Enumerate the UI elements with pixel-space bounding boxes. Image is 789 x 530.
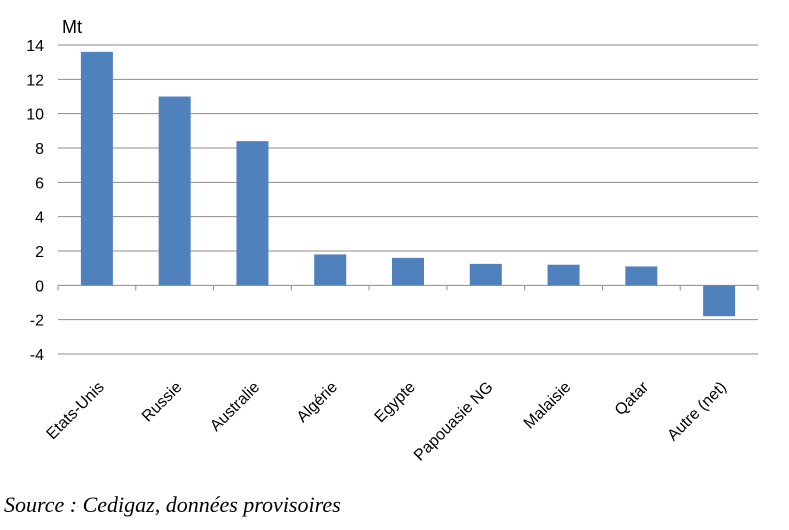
bar — [158, 96, 191, 286]
y-tick-label: 8 — [35, 141, 44, 158]
bar — [469, 263, 502, 286]
x-tick-label: Autre (net) — [664, 379, 729, 444]
y-tick-label: 0 — [35, 278, 44, 295]
x-tick-label: Russie — [139, 379, 186, 426]
y-tick-label: -4 — [30, 347, 44, 364]
y-tick-label: 6 — [35, 175, 44, 192]
x-axis-ticks: Etats-Unis Russie Australie Algérie EgyptePa… — [44, 285, 759, 465]
x-tick-label: Egypte — [372, 379, 419, 426]
x-tick-label: Etats-Unis — [44, 379, 108, 443]
bar — [547, 264, 580, 286]
y-tick-label: 14 — [26, 38, 44, 55]
y-tick-label: 10 — [26, 107, 44, 124]
y-tick-label: 2 — [35, 244, 44, 261]
bar — [80, 51, 113, 286]
y-tick-label: -2 — [30, 313, 44, 330]
bar — [392, 257, 424, 286]
bar — [625, 266, 658, 286]
bar-chart: -4 -2 0 2 4 6 8 10 12 14 Etats-Unis Russie Australi… — [26, 17, 759, 465]
y-axis-ticks: -4 -2 0 2 4 6 8 10 12 14 — [26, 38, 44, 364]
bar — [314, 254, 347, 286]
y-tick-label: 4 — [35, 210, 44, 227]
y-tick-label: 12 — [26, 72, 44, 89]
bars — [80, 51, 736, 317]
x-tick-label: Papouasie NG — [411, 379, 497, 465]
x-tick-label: Qatar — [612, 378, 653, 419]
x-tick-label: Malaisie — [521, 379, 575, 433]
x-tick-label: Australie — [207, 379, 263, 435]
x-tick-label: Algérie — [294, 379, 341, 426]
bar — [703, 285, 736, 317]
y-axis-unit-label: Mt — [62, 17, 82, 37]
bar — [236, 141, 269, 286]
source-note: Source : Cedigaz, données provisoires — [4, 492, 341, 517]
